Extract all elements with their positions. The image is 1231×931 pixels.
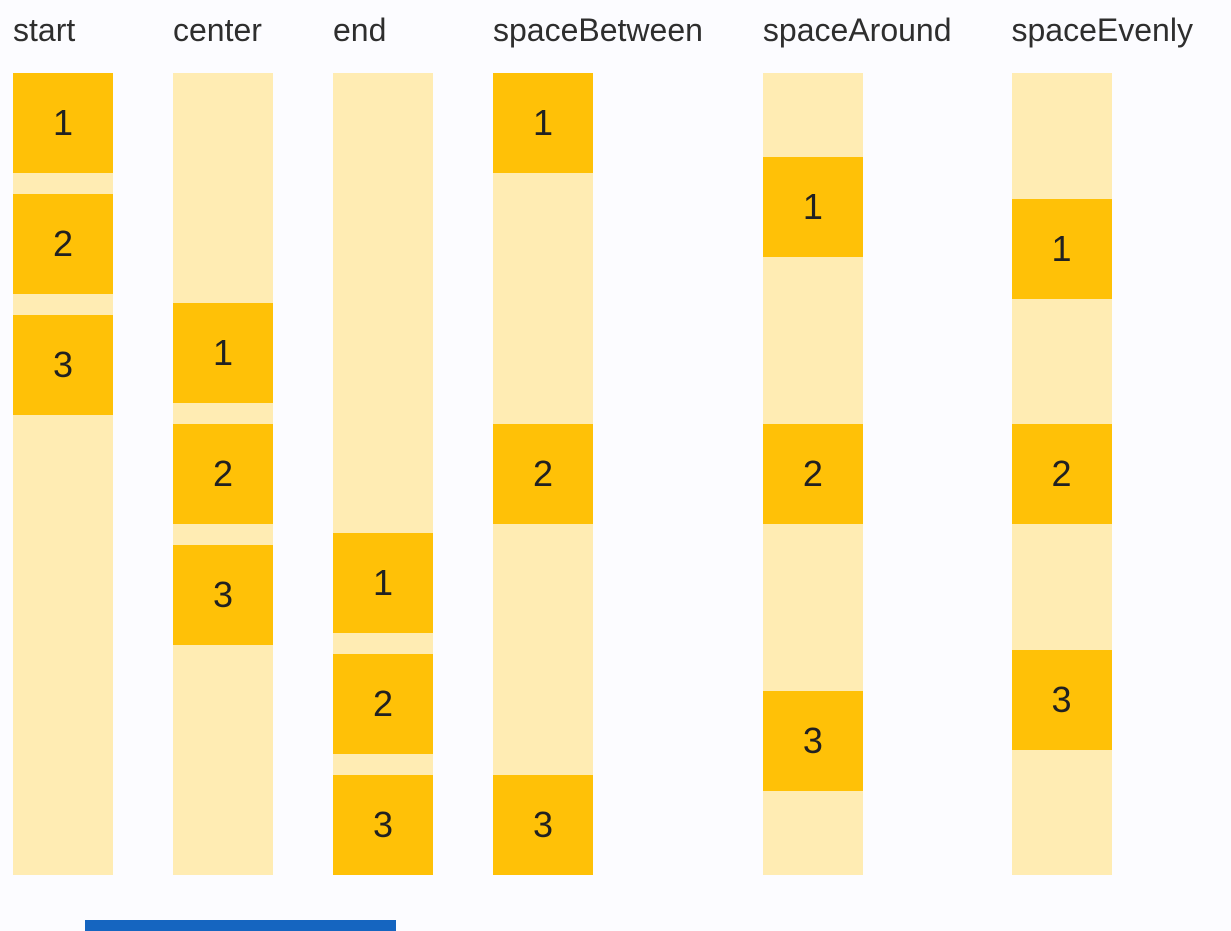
alignment-label-end: end [333, 12, 387, 48]
flex-column-track-end: 1 2 3 [333, 73, 433, 875]
flex-item-box: 3 [13, 315, 113, 415]
flex-column-track-spaceEvenly: 1 2 3 [1011, 73, 1112, 875]
alignment-label-start: start [13, 12, 76, 48]
flex-item-box: 3 [762, 691, 863, 792]
flex-item-box: 2 [1011, 424, 1112, 524]
alignment-label-spaceEvenly: spaceEvenly [1011, 12, 1193, 48]
alignment-demo-spaceBetween: spaceBetween 1 2 3 [493, 12, 703, 875]
alignment-label-spaceAround: spaceAround [762, 12, 952, 48]
flex-column-track-spaceBetween: 1 2 3 [493, 73, 593, 875]
flex-item-box: 2 [493, 424, 593, 524]
flex-item-box: 2 [13, 194, 113, 294]
flex-item-box: 2 [333, 654, 433, 754]
flex-item-box: 1 [762, 156, 863, 257]
flex-item-box: 1 [13, 73, 113, 173]
flex-item-box: 1 [1011, 198, 1112, 299]
flex-item-box: 2 [173, 424, 273, 524]
alignment-demo-end: end 1 2 3 [333, 12, 433, 875]
flex-item-box: 3 [173, 545, 273, 645]
alignment-label-spaceBetween: spaceBetween [493, 12, 703, 48]
flex-item-box: 3 [493, 775, 593, 875]
alignment-label-center: center [173, 12, 262, 48]
flex-item-box: 1 [493, 73, 593, 173]
flex-item-box: 1 [333, 533, 433, 633]
alignment-demo-start: start 1 2 3 [13, 12, 113, 875]
flex-item-box: 2 [762, 423, 863, 524]
alignment-demo-spaceEvenly: spaceEvenly 1 2 3 [1011, 12, 1193, 875]
flex-item-box: 3 [1011, 649, 1112, 750]
flex-item-box: 3 [333, 775, 433, 875]
flex-item-box: 1 [173, 303, 273, 403]
alignment-demo-spaceAround: spaceAround 1 2 3 [762, 12, 952, 875]
bottom-blue-bar [85, 920, 396, 931]
flex-column-track-start: 1 2 3 [13, 73, 113, 875]
flex-column-track-center: 1 2 3 [173, 73, 273, 875]
alignment-demo-row: start 1 2 3 center 1 2 3 end 1 2 3 space… [13, 12, 1193, 875]
flex-column-track-spaceAround: 1 2 3 [762, 73, 863, 875]
alignment-demo-center: center 1 2 3 [173, 12, 273, 875]
